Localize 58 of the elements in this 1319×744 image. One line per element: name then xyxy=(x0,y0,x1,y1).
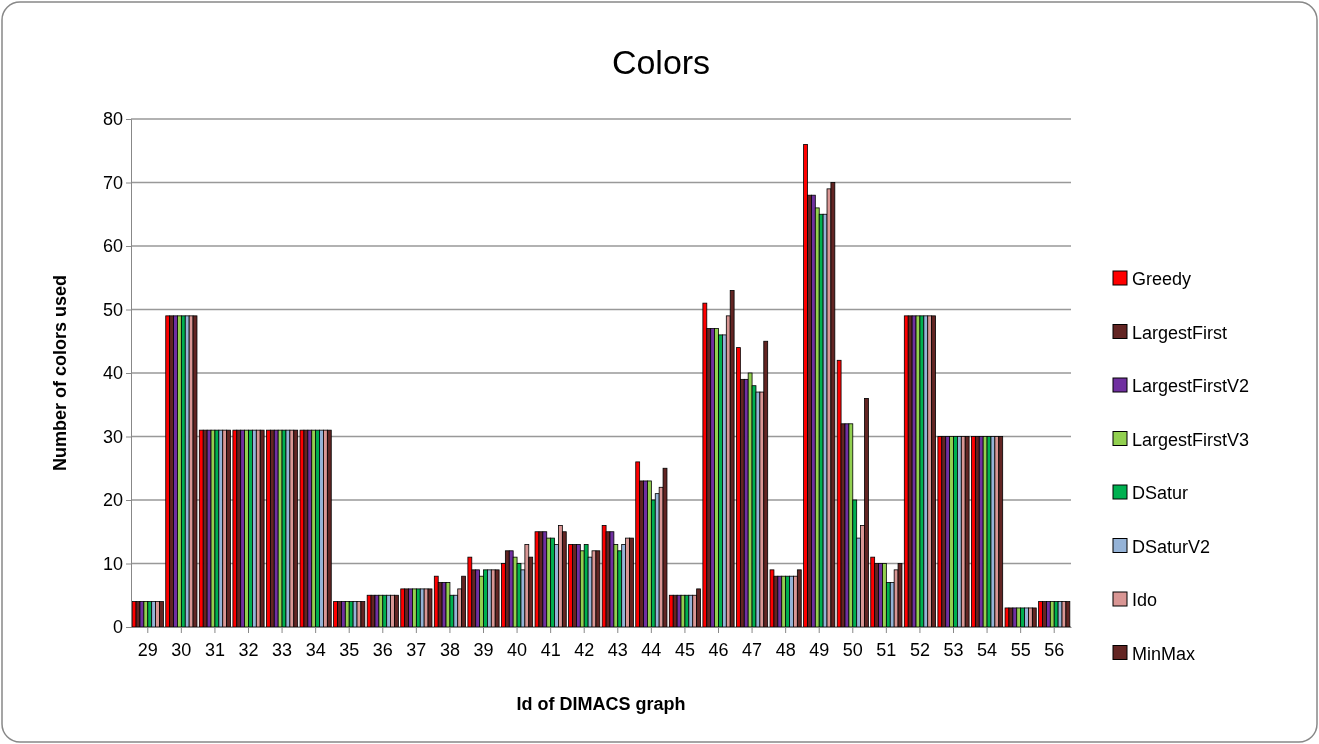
legend-label: MinMax xyxy=(1132,643,1196,664)
x-tick-label: 53 xyxy=(943,639,964,660)
x-tick-label: 40 xyxy=(507,639,528,660)
y-tick-label: 50 xyxy=(102,299,123,320)
y-tick-label: 10 xyxy=(102,553,123,574)
bar xyxy=(595,550,601,628)
y-tick-label: 70 xyxy=(102,172,123,193)
x-axis-title: Id of DIMACS graph xyxy=(516,694,686,714)
x-tick-label: 33 xyxy=(272,639,293,660)
y-tick-label: 60 xyxy=(102,236,123,257)
chart-title: Colors xyxy=(611,43,711,81)
bar xyxy=(445,582,451,628)
x-tick-label: 56 xyxy=(1044,639,1065,660)
x-tick-label: 48 xyxy=(775,639,796,660)
bar xyxy=(882,563,887,628)
bar xyxy=(848,423,854,628)
x-tick-label: 44 xyxy=(641,639,662,660)
legend-label: Greedy xyxy=(1132,269,1192,289)
x-tick-label: 38 xyxy=(439,639,460,660)
legend-label: Ido xyxy=(1132,590,1158,610)
x-tick-label: 36 xyxy=(372,639,393,660)
x-tick-label: 46 xyxy=(708,639,729,660)
x-tick-label: 35 xyxy=(339,639,360,660)
legend-label: DSaturV2 xyxy=(1132,536,1211,557)
x-tick-label: 31 xyxy=(204,639,225,660)
x-tick-label: 54 xyxy=(977,639,998,660)
bar xyxy=(998,436,1004,628)
x-tick-label: 41 xyxy=(540,639,561,660)
x-tick-label: 49 xyxy=(809,639,830,660)
x-tick-label: 32 xyxy=(238,639,259,660)
x-tick-label: 50 xyxy=(842,639,863,660)
legend-label: DSatur xyxy=(1132,483,1189,503)
y-tick-label: 40 xyxy=(102,363,123,384)
bar xyxy=(293,429,299,628)
bar xyxy=(360,601,366,628)
legend-label: LargestFirstV2 xyxy=(1132,376,1250,396)
bar xyxy=(830,182,836,628)
bar xyxy=(609,531,615,628)
legend-label: LargestFirst xyxy=(1132,322,1228,343)
y-tick-label: 0 xyxy=(112,617,123,638)
x-tick-label: 29 xyxy=(137,639,158,660)
y-tick-label: 30 xyxy=(102,426,123,447)
bar xyxy=(1065,601,1071,628)
x-tick-label: 47 xyxy=(742,639,763,660)
y-tick-label: 80 xyxy=(102,109,123,130)
y-tick-label: 20 xyxy=(102,490,123,511)
x-tick-label: 42 xyxy=(574,639,595,660)
y-axis-title: Number of colors used xyxy=(50,274,70,472)
legend-label: LargestFirstV3 xyxy=(1132,429,1250,450)
x-tick-label: 43 xyxy=(607,639,628,660)
x-tick-label: 30 xyxy=(171,639,192,660)
x-tick-label: 34 xyxy=(305,639,326,660)
x-tick-label: 45 xyxy=(674,639,695,660)
x-tick-label: 51 xyxy=(876,639,897,660)
x-tick-label: 39 xyxy=(473,639,494,660)
x-tick-label: 52 xyxy=(909,639,930,660)
x-tick-label: 37 xyxy=(406,639,427,660)
x-tick-label: 55 xyxy=(1010,639,1031,660)
